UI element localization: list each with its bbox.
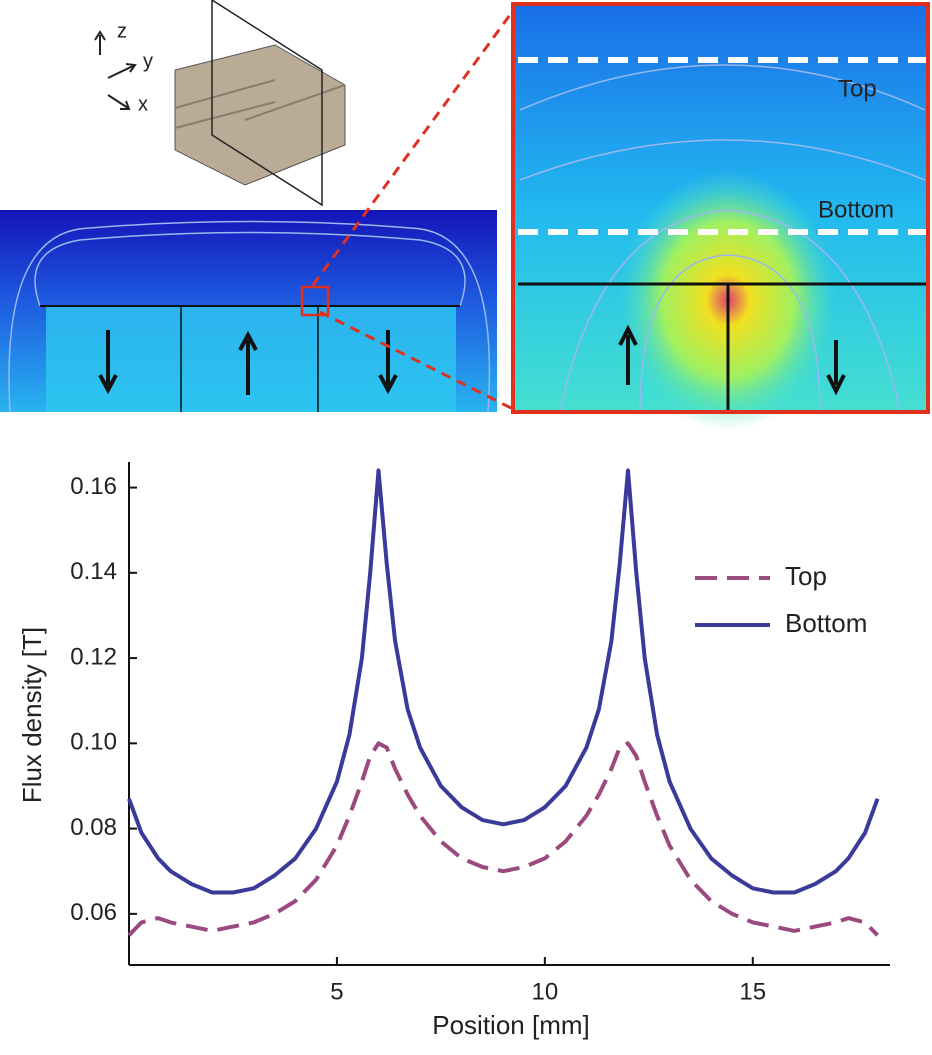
legend-label: Bottom [785,608,867,638]
x-tick-label: 10 [531,978,558,1005]
y-tick-label: 0.06 [70,899,117,926]
series-line [127,468,880,895]
axis-letter: y [143,50,153,72]
y-tick-label: 0.10 [70,729,117,756]
inset-label: Bottom [818,196,894,223]
axis-letter: x [138,93,148,115]
y-tick-label: 0.08 [70,814,117,841]
y-tick-label: 0.16 [70,473,117,500]
line-chart: Position [mm] Flux density [T] 0.06 0.08 0… [17,462,890,1040]
y-axis-label: Flux density [T] [17,627,47,803]
x-tick-label: 15 [739,978,766,1005]
magnet-sketch: z y x [94,0,346,207]
y-tick-label: 0.12 [70,643,117,670]
field-map [0,210,497,413]
series-line [127,741,879,937]
axis-letter: z [117,20,127,42]
inset-label: Top [838,75,877,102]
inset-map: Top Bottom [511,2,930,430]
zoom-line [311,7,517,286]
x-axis-label: Position [mm] [432,1010,590,1040]
legend-label: Top [785,561,827,591]
x-tick-label: 5 [330,978,343,1005]
zoom-line [319,310,516,412]
y-tick-label: 0.14 [70,558,117,585]
